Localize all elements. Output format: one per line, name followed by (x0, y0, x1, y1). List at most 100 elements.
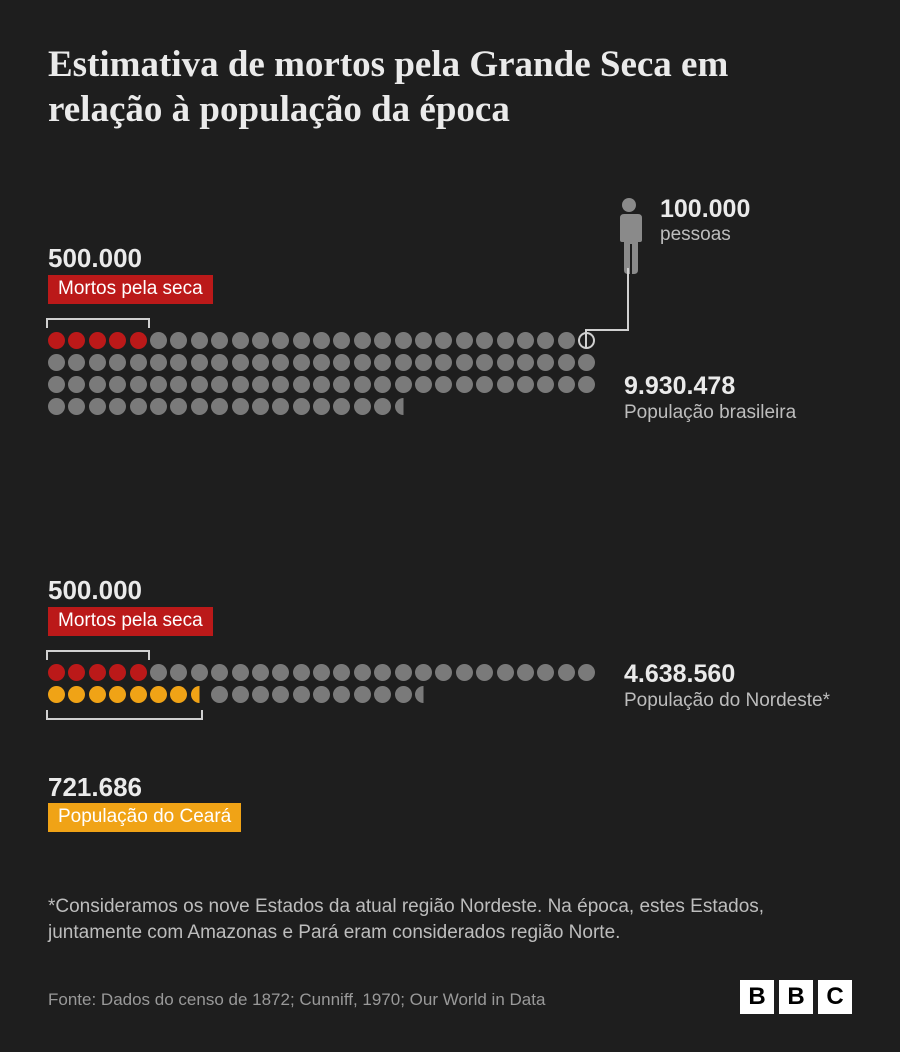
unit-dot (476, 664, 493, 681)
unit-dot (170, 664, 187, 681)
deaths-value: 500.000 (48, 576, 595, 605)
unit-dot (374, 686, 391, 703)
unit-dot (497, 354, 514, 371)
unit-dot (293, 376, 310, 393)
unit-dot (89, 354, 106, 371)
unit-dot (191, 686, 208, 703)
infographic-title: Estimativa de mortos pela Grande Seca em… (48, 42, 828, 132)
unit-dot (150, 686, 167, 703)
unit-dot (252, 664, 269, 681)
unit-dot (232, 354, 249, 371)
unit-dot (252, 354, 269, 371)
unit-dot (89, 686, 106, 703)
unit-dot (333, 686, 350, 703)
unit-dot (191, 354, 208, 371)
unit-dot (232, 398, 249, 415)
unit-dot (476, 332, 493, 349)
unit-dot (109, 332, 126, 349)
bbc-logo: B B C (740, 980, 852, 1014)
unit-dot (48, 332, 65, 349)
unit-dot (456, 664, 473, 681)
infographic-canvas: Estimativa de mortos pela Grande Seca em… (0, 0, 900, 1052)
unit-dot (272, 398, 289, 415)
unit-dot (333, 664, 350, 681)
unit-dot (558, 376, 575, 393)
unit-dot (68, 332, 85, 349)
unit-dot (89, 332, 106, 349)
unit-dot (150, 664, 167, 681)
legend: 100.000 pessoas (612, 196, 750, 274)
unit-dot (211, 664, 228, 681)
unit-dot (211, 376, 228, 393)
unit-dot (558, 332, 575, 349)
unit-dot (374, 332, 391, 349)
unit-dot (89, 398, 106, 415)
unit-dot (68, 376, 85, 393)
unit-dot (68, 664, 85, 681)
ceara-stat: 721.686 População do Ceará (48, 773, 595, 833)
population-label: População brasileira (624, 401, 884, 425)
unit-dot (130, 354, 147, 371)
population-label: População do Nordeste* (624, 689, 884, 713)
unit-dot (232, 664, 249, 681)
unit-dot (191, 332, 208, 349)
unit-dot (313, 664, 330, 681)
unit-dot (130, 332, 147, 349)
unit-dot (415, 664, 432, 681)
unit-dot (191, 376, 208, 393)
unit-dot (252, 686, 269, 703)
unit-dot (170, 332, 187, 349)
unit-dot (170, 398, 187, 415)
unit-dot (333, 332, 350, 349)
unit-dot (130, 664, 147, 681)
unit-dot (456, 354, 473, 371)
dot-row (48, 354, 595, 371)
unit-dot (578, 664, 595, 681)
unit-dot (211, 398, 228, 415)
unit-dot (476, 376, 493, 393)
unit-dot (252, 332, 269, 349)
unit-dot (354, 354, 371, 371)
unit-dot (456, 332, 473, 349)
unit-dot (68, 686, 85, 703)
unit-dot (68, 354, 85, 371)
unit-dot (374, 398, 391, 415)
unit-dot (68, 398, 85, 415)
unit-dot (517, 376, 534, 393)
unit-dot (395, 664, 412, 681)
unit-dot (415, 354, 432, 371)
unit-dot (170, 354, 187, 371)
unit-dot (89, 664, 106, 681)
unit-dot (170, 376, 187, 393)
bbc-letter: B (779, 980, 813, 1014)
unit-dot (170, 686, 187, 703)
unit-dot (89, 376, 106, 393)
unit-dot (191, 398, 208, 415)
unit-dot (395, 686, 412, 703)
deaths-stat-brazil: 500.000 Mortos pela seca (48, 244, 595, 304)
unit-dot (211, 686, 228, 703)
unit-dot (293, 398, 310, 415)
unit-dot (109, 354, 126, 371)
unit-dot (415, 376, 432, 393)
unit-dot (354, 664, 371, 681)
unit-dot (435, 332, 452, 349)
unit-dot (232, 686, 249, 703)
footnote: *Consideramos os nove Estados da atual r… (48, 894, 852, 946)
unit-dot (293, 354, 310, 371)
section-nordeste: 500.000 Mortos pela seca 4.638.560 Popul… (48, 576, 595, 838)
unit-dot (232, 332, 249, 349)
unit-dot (395, 332, 412, 349)
unit-dot (456, 376, 473, 393)
unit-dot (497, 332, 514, 349)
unit-dot (354, 332, 371, 349)
dot-row (48, 332, 595, 349)
bbc-letter: B (740, 980, 774, 1014)
unit-dot (150, 332, 167, 349)
dot-row (48, 686, 595, 703)
unit-dot (191, 664, 208, 681)
unit-dot (313, 686, 330, 703)
unit-dot (293, 332, 310, 349)
unit-dot (272, 354, 289, 371)
unit-dot (272, 686, 289, 703)
